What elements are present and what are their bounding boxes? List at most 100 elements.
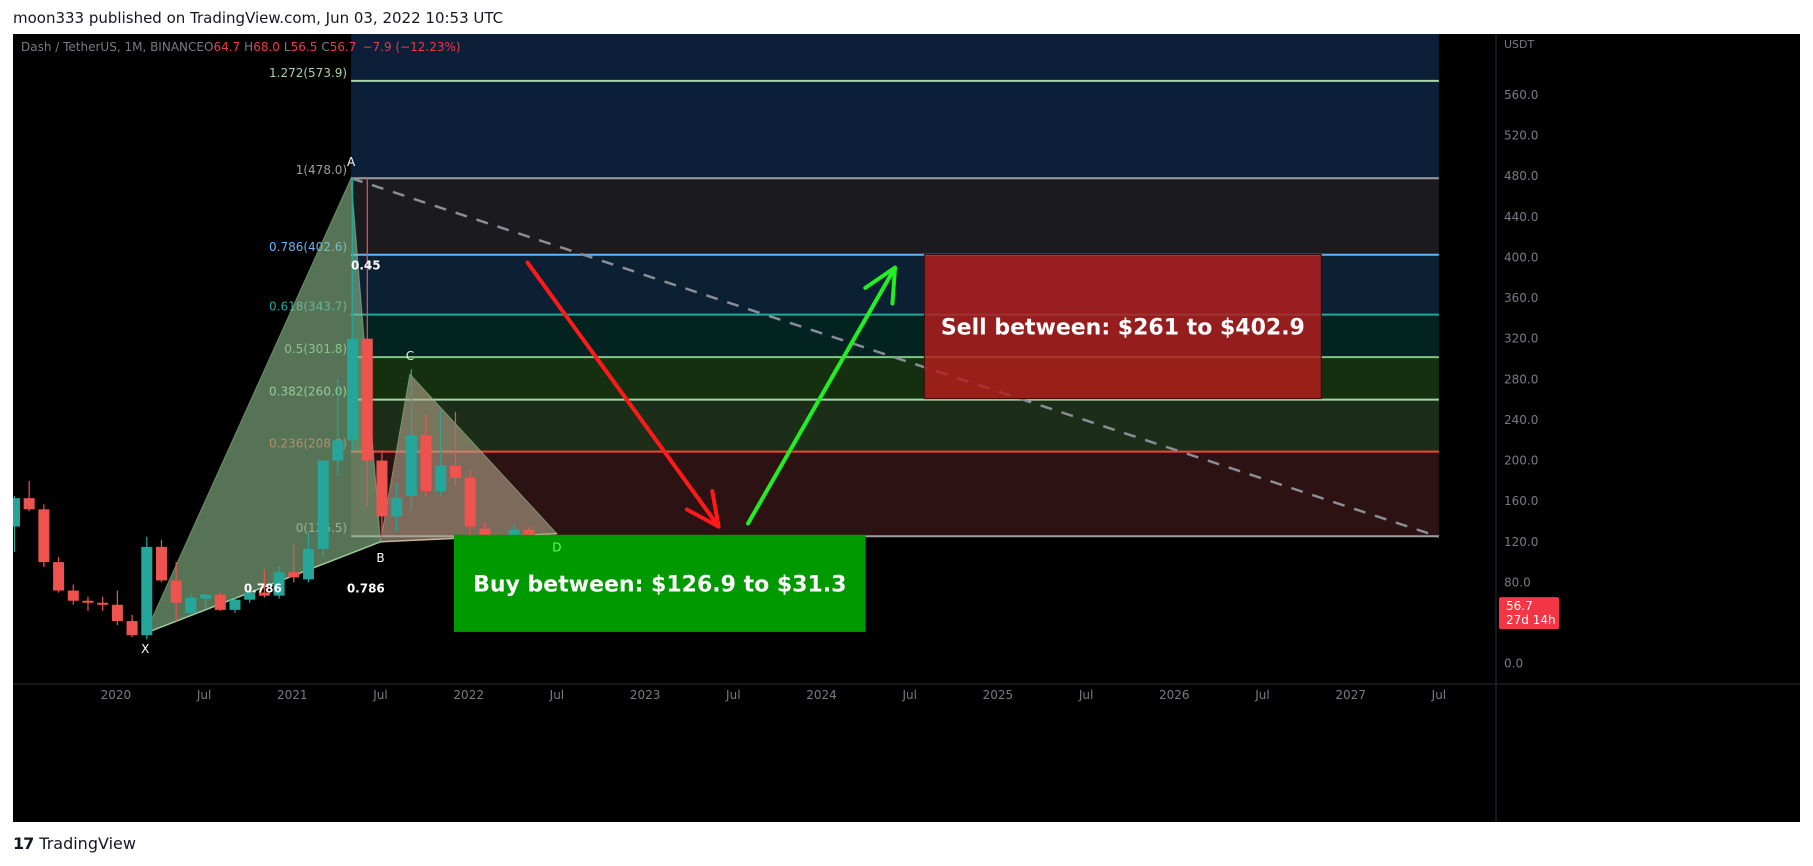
pattern-point-x: X (141, 642, 149, 656)
price-tick-label: 280.0 (1504, 372, 1538, 386)
low-value: 56.5 (291, 40, 318, 54)
candle-body (347, 338, 359, 441)
symbol-label: Dash / TetherUS, 1M, BINANCE (21, 40, 204, 54)
publish-info: moon333 published on TradingView.com, Ju… (13, 9, 504, 27)
candle-body (258, 592, 270, 596)
footer-brand[interactable]: 17 TradingView (13, 834, 136, 853)
candle-body (288, 572, 300, 578)
candle-body (391, 498, 403, 517)
time-tick-label: Jul (372, 688, 387, 702)
pattern-xb-line (145, 541, 381, 634)
candle-body (97, 602, 109, 605)
buy-zone-box[interactable] (454, 534, 866, 632)
last-price-value: 56.7 (1506, 599, 1533, 613)
price-tick-label: 200.0 (1504, 454, 1538, 468)
chart-canvas[interactable]: 1.272(573.9)1(478.0)0.786(402.6)0.618(34… (8, 34, 1800, 822)
buy-zone-label: Buy between: $126.9 to $31.3 (473, 572, 846, 597)
open-label: O (204, 40, 213, 54)
candle-body (317, 460, 329, 549)
time-tick-label: Jul (1431, 688, 1446, 702)
pattern-ratio-label: 0.786 (244, 582, 282, 596)
time-tick-label: 2025 (983, 688, 1014, 702)
time-tick-label: 2022 (453, 688, 484, 702)
price-tick-label: 480.0 (1504, 169, 1538, 183)
pattern-point-d: D (552, 541, 561, 555)
pattern-ratio-label: 0.786 (347, 582, 385, 596)
price-tick-label: 520.0 (1504, 129, 1538, 143)
candle-body (53, 562, 65, 591)
time-tick-label: Jul (901, 688, 916, 702)
fib-band (351, 178, 1439, 255)
candle-body (8, 498, 20, 527)
time-tick-label: 2020 (101, 688, 132, 702)
time-tick-label: Jul (1254, 688, 1269, 702)
sell-zone-box[interactable] (923, 253, 1322, 400)
candle-body (111, 604, 123, 622)
pattern-triangle-xab (144, 176, 382, 635)
candle-body (376, 460, 388, 517)
fib-level-label: 1.272(573.9) (269, 66, 347, 80)
price-tick-label: 400.0 (1504, 250, 1538, 264)
change-value: −7.9 (−12.23%) (362, 40, 460, 54)
up-arrow (746, 265, 897, 526)
candle-body (361, 338, 373, 461)
bar-countdown: 27d 14h (1506, 613, 1556, 627)
brand-name: TradingView (39, 834, 136, 853)
time-tick-label: 2026 (1159, 688, 1190, 702)
last-price-tag (1499, 597, 1559, 630)
candle-body (405, 435, 417, 497)
close-label: C (321, 40, 329, 54)
price-tick-label: 320.0 (1504, 332, 1538, 346)
down-arrow-head (684, 489, 721, 529)
dashed-trendline (350, 177, 1440, 538)
candle-body (273, 572, 285, 596)
candle-body (464, 477, 476, 527)
price-tick-label: 240.0 (1504, 413, 1538, 427)
candle-body (332, 440, 344, 461)
down-arrow (525, 260, 721, 529)
candle-body (185, 597, 197, 613)
pattern-ratio-label: 0.45 (351, 259, 381, 273)
candle-body (435, 465, 447, 492)
time-tick-label: Jul (196, 688, 211, 702)
price-tick-label: 560.0 (1504, 88, 1538, 102)
low-label: L (284, 40, 291, 54)
open-value: 64.7 (213, 40, 240, 54)
fib-band (351, 34, 1439, 179)
time-tick-label: 2023 (630, 688, 661, 702)
candle-body (155, 546, 167, 581)
currency-label: USDT (1504, 38, 1535, 51)
tradingview-logo-icon: 17 (13, 834, 34, 853)
price-tick-label: 160.0 (1504, 494, 1538, 508)
candle-body (67, 590, 79, 601)
time-tick-label: 2027 (1335, 688, 1366, 702)
candle-body (244, 592, 256, 600)
time-tick-label: 2021 (277, 688, 308, 702)
candle-body (449, 465, 461, 478)
high-label: H (244, 40, 253, 54)
candle-body (126, 621, 138, 636)
price-tick-label: 0.0 (1504, 657, 1523, 671)
sell-zone-label: Sell between: $261 to $402.9 (941, 316, 1305, 341)
fib-band (351, 399, 1439, 452)
price-tick-label: 440.0 (1504, 210, 1538, 224)
candle-body (170, 580, 182, 603)
pattern-point-c: C (406, 349, 414, 363)
price-chart[interactable]: 1.272(573.9)1(478.0)0.786(402.6)0.618(34… (8, 34, 1800, 822)
time-tick-label: Jul (1078, 688, 1093, 702)
up-arrow-head (863, 265, 897, 306)
high-value: 68.0 (253, 40, 280, 54)
time-tick-label: 2024 (806, 688, 837, 702)
price-tick-label: 120.0 (1504, 535, 1538, 549)
price-tick-label: 80.0 (1504, 575, 1531, 589)
price-tick-label: 360.0 (1504, 291, 1538, 305)
candle-body (214, 594, 226, 610)
close-value: 56.7 (330, 40, 357, 54)
time-tick-label: Jul (549, 688, 564, 702)
candle-body (420, 435, 432, 492)
pattern-point-b: B (376, 551, 384, 565)
pattern-point-a: A (347, 155, 356, 169)
time-tick-label: Jul (725, 688, 740, 702)
candle-body (82, 600, 94, 603)
